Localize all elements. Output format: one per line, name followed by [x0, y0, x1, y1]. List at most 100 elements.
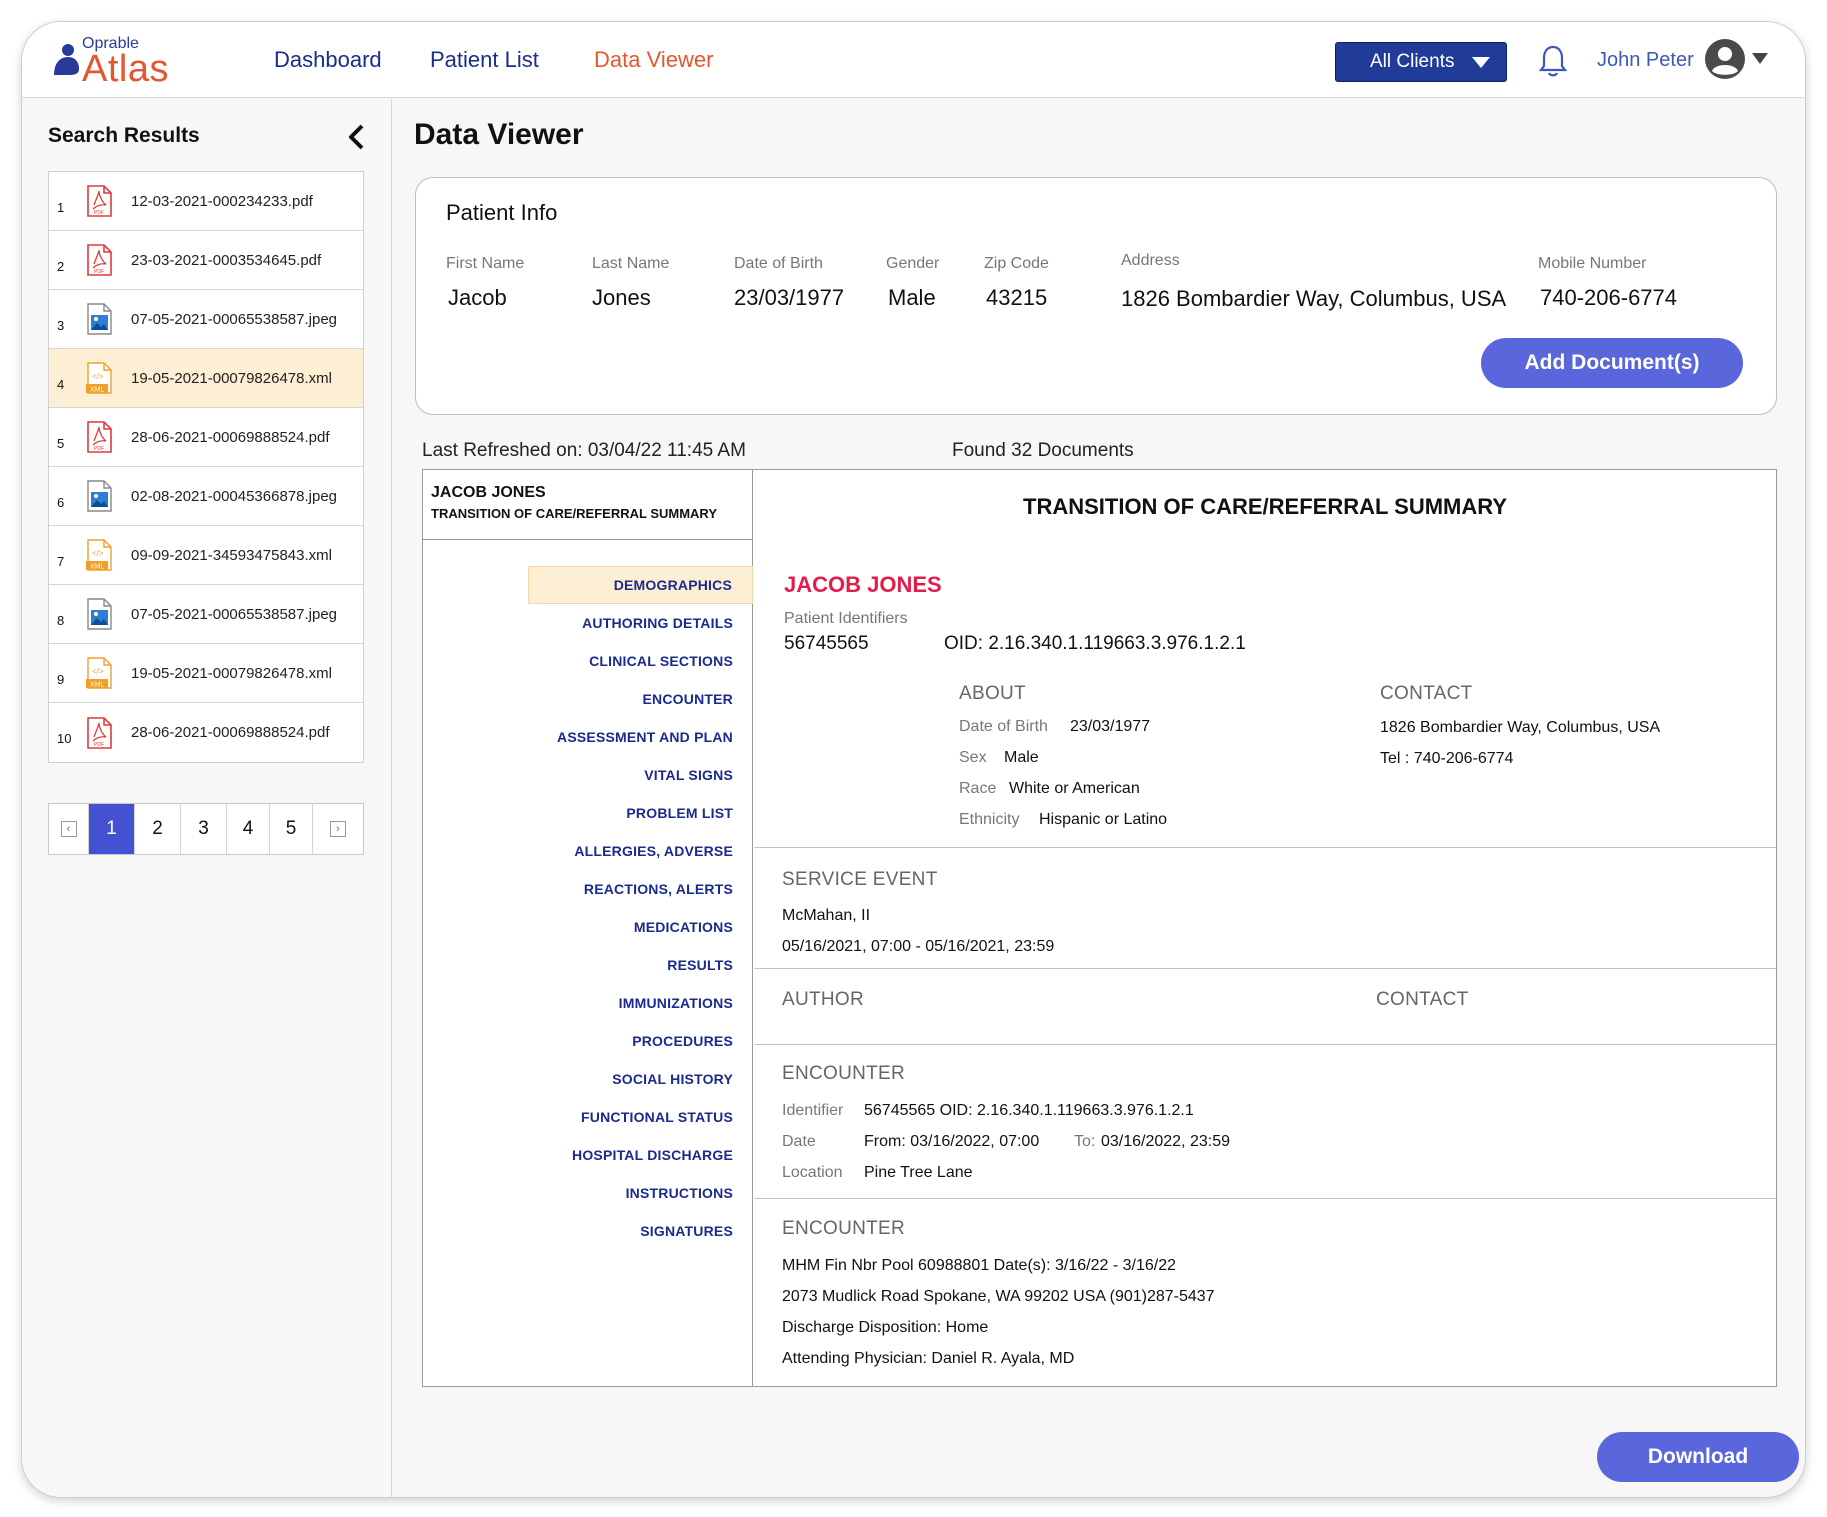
svg-text:PDF: PDF [94, 742, 104, 748]
jpeg-file-icon [79, 299, 119, 339]
toc-item-demographics[interactable]: DEMOGRAPHICS [528, 566, 753, 604]
svg-text:PDF: PDF [94, 446, 104, 452]
chevron-right-icon: › [330, 821, 346, 837]
author-contact-heading: CONTACT [1376, 989, 1469, 1010]
first-name-value: Jacob [448, 285, 507, 310]
jpeg-file-icon [79, 476, 119, 516]
chevron-left-icon: ‹ [60, 821, 77, 837]
file-row[interactable]: 1 PDF 12-03-2021-000234233.pdf [49, 172, 363, 231]
file-row[interactable]: 9 </> XML 19-05-2021-00079826478.xml [49, 644, 363, 703]
app-window: Oprable Atlas Dashboard Patient List Dat… [21, 21, 1806, 1498]
toc-item-assessment-and-plan[interactable]: ASSESSMENT AND PLAN [557, 729, 733, 745]
found-documents-count: Found 32 Documents [952, 440, 1134, 461]
encounter-detail-line: Discharge Disposition: Home [782, 1319, 989, 1336]
user-menu-caret-icon[interactable] [1752, 53, 1768, 64]
logo[interactable]: Oprable Atlas [52, 35, 172, 95]
avatar-icon[interactable] [1704, 38, 1746, 80]
about-sex-label: Sex [959, 749, 987, 766]
about-dob-label: Date of Birth [959, 718, 1048, 735]
patient-oid: OID: 2.16.340.1.119663.3.976.1.2.1 [944, 633, 1246, 654]
toc-patient-name: JACOB JONES [431, 484, 546, 501]
toc-item-clinical-sections[interactable]: CLINICAL SECTIONS [589, 653, 733, 669]
search-results-sidebar: Search Results 1 PDF 12-03-2021-000234233.… [22, 99, 392, 1497]
client-select[interactable]: All Clients [1335, 42, 1507, 82]
chevron-left-icon[interactable] [347, 123, 365, 151]
file-name: 28-06-2021-00069888524.pdf [131, 428, 330, 446]
add-documents-button[interactable]: Add Document(s) [1481, 338, 1743, 388]
nav-dashboard[interactable]: Dashboard [274, 47, 382, 72]
file-row[interactable]: 6 02-08-2021-00045366878.jpeg [49, 467, 363, 526]
page-button-5[interactable]: 5 [270, 804, 313, 854]
toc-item-hospital-discharge[interactable]: HOSPITAL DISCHARGE [572, 1147, 733, 1163]
patient-info-title: Patient Info [446, 200, 558, 225]
toc-item-allergies-adverse[interactable]: ALLERGIES, ADVERSE [574, 843, 733, 859]
toc-item-procedures[interactable]: PROCEDURES [632, 1033, 733, 1049]
file-row-number: 9 [57, 671, 65, 687]
toc-item-encounter[interactable]: ENCOUNTER [642, 691, 733, 707]
file-row[interactable]: 2 PDF 23-03-2021-0003534645.pdf [49, 231, 363, 290]
toc-item-reactions-alerts[interactable]: REACTIONS, ALERTS [583, 881, 733, 897]
file-row-number: 10 [57, 731, 72, 746]
gender-value: Male [888, 285, 936, 310]
contact-tel: Tel : 740-206-6774 [1380, 750, 1514, 767]
file-row[interactable]: 5 PDF 28-06-2021-00069888524.pdf [49, 408, 363, 467]
service-event-provider: McMahan, II [782, 907, 871, 924]
zip-value: 43215 [986, 285, 1048, 310]
toc-item-functional-status[interactable]: FUNCTIONAL STATUS [581, 1109, 733, 1125]
file-row[interactable]: 10 PDF 28-06-2021-00069888524.pdf [49, 703, 363, 762]
prev-page-button[interactable]: ‹ [49, 804, 89, 854]
pdf-file-icon: PDF [79, 417, 119, 457]
file-name: 19-05-2021-00079826478.xml [131, 369, 332, 387]
pdf-file-icon: PDF [79, 181, 119, 221]
toc-item-problem-list[interactable]: PROBLEM LIST [626, 805, 733, 821]
encounter-heading: ENCOUNTER [782, 1063, 906, 1084]
file-row[interactable]: 3 07-05-2021-00065538587.jpeg [49, 290, 363, 349]
last-name-label: Last Name [592, 255, 670, 272]
file-row[interactable]: 8 07-05-2021-00065538587.jpeg [49, 585, 363, 644]
file-row[interactable]: 4 </> XML 19-05-2021-00079826478.xml [49, 349, 363, 408]
toc-item-medications[interactable]: MEDICATIONS [633, 919, 733, 935]
file-row-number: 5 [57, 435, 65, 451]
nav-data-viewer[interactable]: Data Viewer [594, 47, 714, 72]
download-button[interactable]: Download [1597, 1432, 1799, 1482]
toc-item-vital-signs[interactable]: VITAL SIGNS [644, 767, 733, 783]
user-name[interactable]: John Peter [1597, 49, 1694, 71]
pagination: ‹ 1 2 3 4 5 › [48, 803, 364, 855]
page-button-3[interactable]: 3 [181, 804, 227, 854]
toc-item-social-history[interactable]: SOCIAL HISTORY [612, 1071, 733, 1087]
bell-icon[interactable] [1538, 44, 1568, 78]
service-event-period: 05/16/2021, 07:00 - 05/16/2021, 23:59 [782, 938, 1055, 955]
toc-item-signatures[interactable]: SIGNATURES [640, 1223, 733, 1239]
author-heading: AUTHOR [782, 989, 865, 1010]
client-select-value: All Clients [1370, 51, 1455, 72]
gender-label: Gender [886, 255, 940, 272]
jpeg-file-icon [79, 594, 119, 634]
page-button-4[interactable]: 4 [227, 804, 270, 854]
page-button-1[interactable]: 1 [89, 804, 135, 854]
svg-text:PDF: PDF [94, 210, 104, 216]
last-name-value: Jones [592, 285, 651, 310]
encounter-heading: ENCOUNTER [782, 1218, 906, 1239]
toc-item-results[interactable]: RESULTS [667, 957, 733, 973]
encounter-detail-line: Attending Physician: Daniel R. Ayala, MD [782, 1350, 1075, 1367]
toc-item-authoring-details[interactable]: AUTHORING DETAILS [582, 615, 733, 631]
first-name-label: First Name [446, 255, 525, 272]
toc-item-immunizations[interactable]: IMMUNIZATIONS [618, 995, 733, 1011]
caret-down-icon [1472, 57, 1490, 68]
logo-mark-icon [54, 44, 79, 75]
file-row-number: 7 [57, 553, 65, 569]
file-name: 07-05-2021-00065538587.jpeg [131, 605, 338, 623]
svg-text:</>: </> [92, 549, 104, 558]
next-page-button[interactable]: › [313, 804, 363, 854]
nav-patient-list[interactable]: Patient List [430, 47, 539, 72]
file-row[interactable]: 7 </> XML 09-09-2021-34593475843.xml [49, 526, 363, 585]
patient-identifier: 56745565 [784, 633, 869, 654]
encounter-date-to: 03/16/2022, 23:59 [1101, 1133, 1231, 1150]
about-ethnicity-label: Ethnicity [959, 811, 1020, 828]
page-button-2[interactable]: 2 [135, 804, 181, 854]
pdf-file-icon: PDF [79, 240, 119, 280]
toc-item-instructions[interactable]: INSTRUCTIONS [625, 1185, 733, 1201]
file-name: 23-03-2021-0003534645.pdf [131, 251, 322, 269]
contact-address: 1826 Bombardier Way, Columbus, USA [1380, 719, 1661, 736]
section-divider [754, 1198, 1776, 1199]
